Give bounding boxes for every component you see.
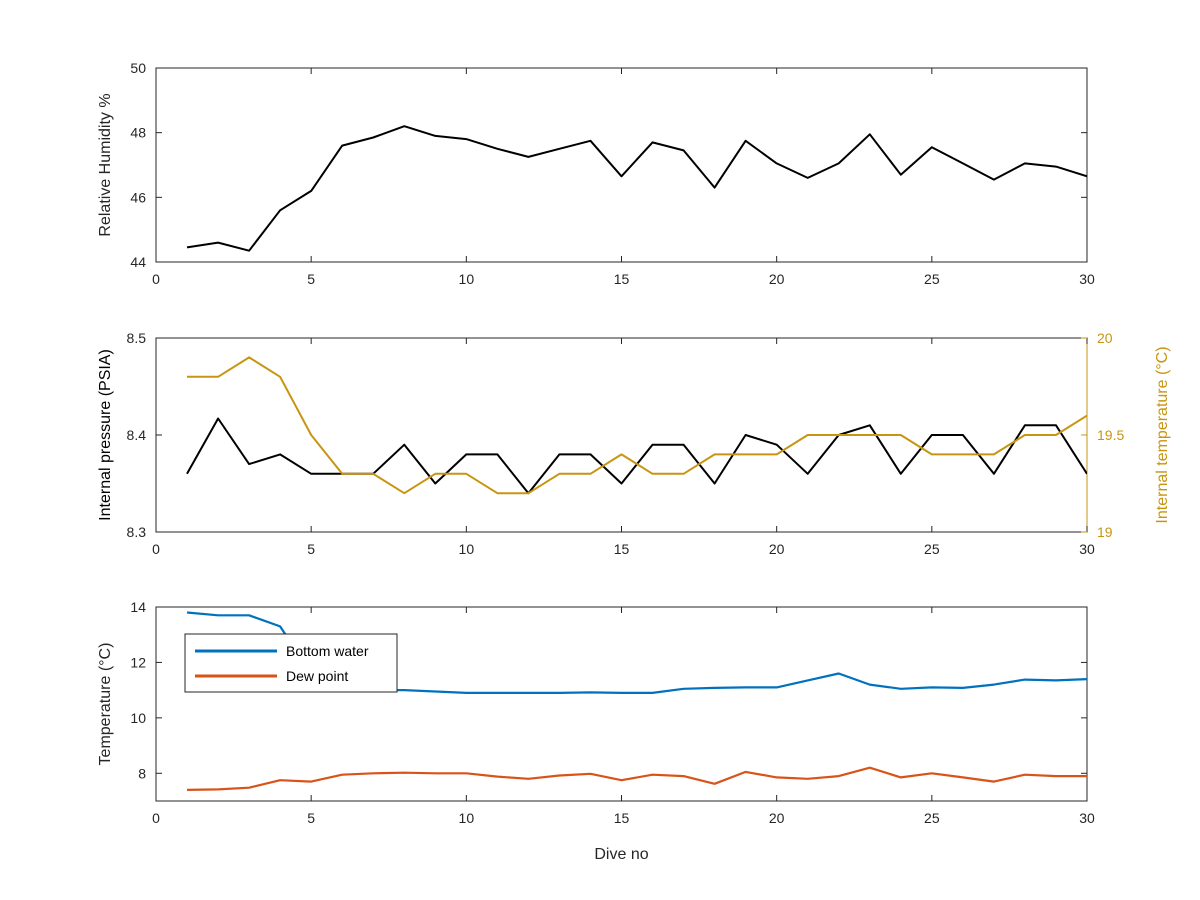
x-tick-label: 25 bbox=[924, 541, 940, 557]
y-tick-label: 8.4 bbox=[127, 427, 147, 443]
legend-box bbox=[184, 633, 398, 693]
x-tick-label: 20 bbox=[769, 271, 785, 287]
x-tick-label: 5 bbox=[307, 541, 315, 557]
legend-label: Dew point bbox=[286, 668, 348, 684]
y-axis-label: Temperature (°C) bbox=[97, 643, 114, 766]
x-tick-label: 10 bbox=[459, 271, 475, 287]
temperature-panel: 0 5 10 15 20 25 30 8 10 12 14 Temperature (°C) Dive … bbox=[97, 599, 1095, 863]
y-tick-label: 44 bbox=[130, 254, 146, 270]
x-tick-label: 15 bbox=[614, 271, 630, 287]
legend: Bottom water Dew point bbox=[184, 633, 398, 693]
y-axis-label: Internal pressure (PSIA) bbox=[97, 349, 114, 521]
series-line bbox=[187, 356, 1087, 495]
series-line bbox=[186, 125, 1087, 252]
x-tick-label: 10 bbox=[459, 541, 475, 557]
x-tick-label: 5 bbox=[307, 271, 315, 287]
x-tick-label: 20 bbox=[769, 541, 785, 557]
y2-tick-label: 20 bbox=[1097, 330, 1113, 346]
pressure-temperature-panel: 0 5 10 15 20 25 30 8.3 8.4 8.5 19 19.5 20 Internal te… bbox=[97, 330, 1171, 557]
y-tick-label: 14 bbox=[130, 599, 146, 615]
x-axis-label: Dive no bbox=[594, 846, 648, 863]
y-tick-label: 8.5 bbox=[127, 330, 147, 346]
x-tick-label: 30 bbox=[1079, 271, 1095, 287]
humidity-panel: 0 5 10 15 20 25 30 44 46 48 50 Relative Humidity % bbox=[97, 60, 1095, 287]
y-tick-label: 8 bbox=[138, 765, 146, 781]
y-axis-label: Relative Humidity % bbox=[97, 93, 114, 236]
series-line-dew-point bbox=[186, 766, 1087, 791]
y-tick-label: 8.3 bbox=[127, 524, 147, 540]
y-tick-label: 50 bbox=[130, 60, 146, 76]
x-tick-label: 15 bbox=[614, 810, 630, 826]
x-tick-label: 0 bbox=[152, 271, 160, 287]
x-tick-label: 30 bbox=[1079, 541, 1095, 557]
y-tick-label: 10 bbox=[130, 710, 146, 726]
x-tick-label: 0 bbox=[152, 541, 160, 557]
x-tick-label: 20 bbox=[769, 810, 785, 826]
x-tick-label: 30 bbox=[1079, 810, 1095, 826]
y-tick-label: 12 bbox=[130, 654, 146, 670]
x-tick-label: 25 bbox=[924, 271, 940, 287]
axes-frame bbox=[155, 67, 1088, 263]
y-tick-label: 48 bbox=[130, 125, 146, 141]
x-tick-label: 5 bbox=[307, 810, 315, 826]
x-tick-label: 15 bbox=[614, 541, 630, 557]
x-tick-label: 25 bbox=[924, 810, 940, 826]
y-tick-label: 46 bbox=[130, 189, 146, 205]
x-tick-label: 0 bbox=[152, 810, 160, 826]
y2-axis-label: Internal temperature (°C) bbox=[1154, 346, 1171, 523]
y2-tick-label: 19.5 bbox=[1097, 427, 1124, 443]
x-tick-label: 10 bbox=[459, 810, 475, 826]
y2-tick-label: 19 bbox=[1097, 524, 1113, 540]
legend-label: Bottom water bbox=[286, 643, 369, 659]
